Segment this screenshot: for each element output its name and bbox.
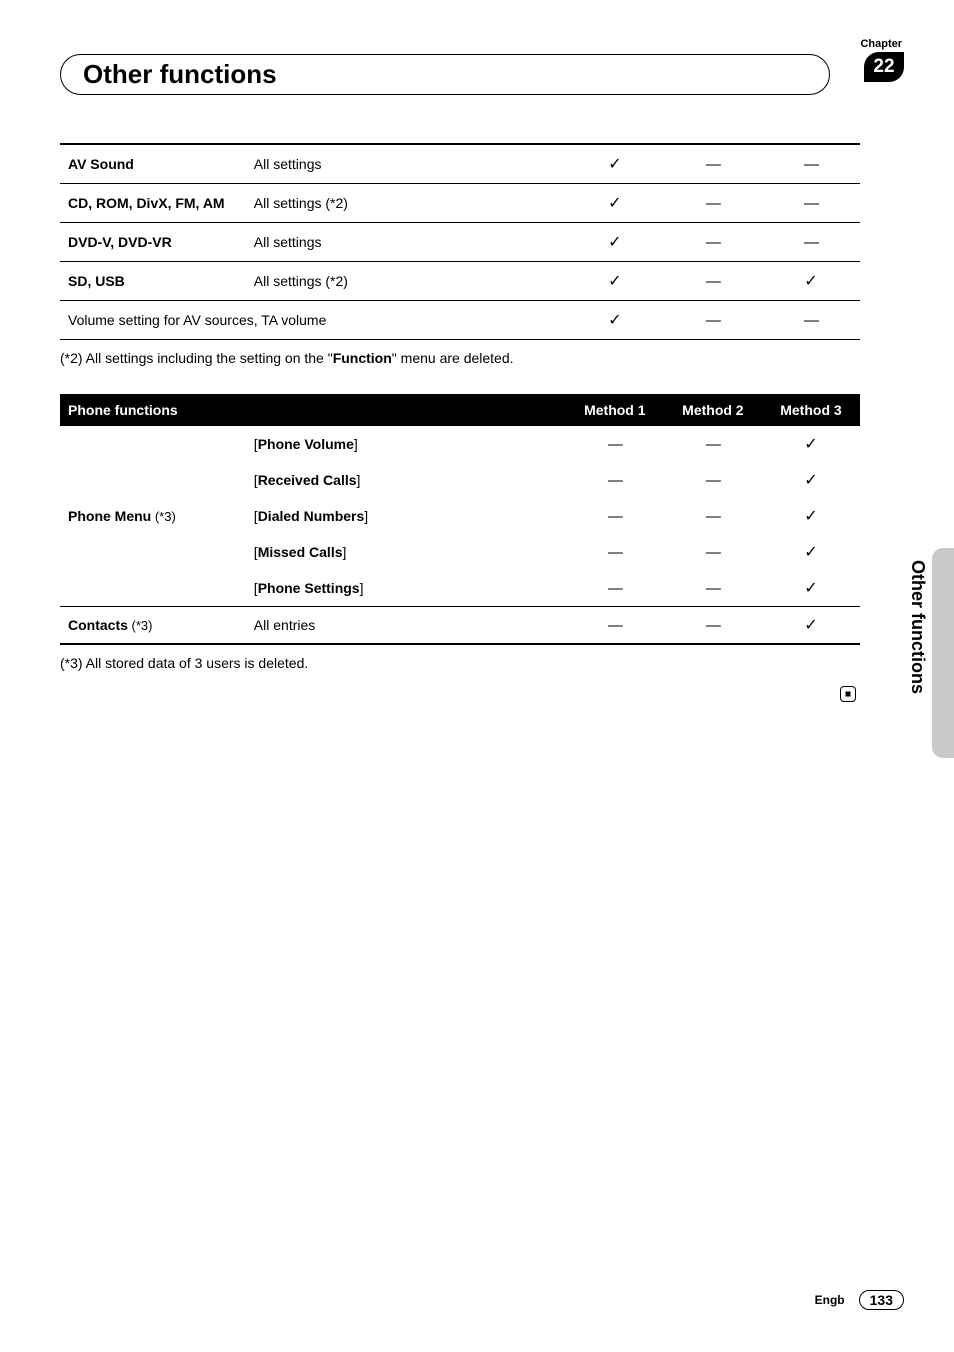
method-cell: — [664,262,762,301]
method-cell: ✓ [762,498,860,534]
end-marker-wrap [60,685,860,703]
phone-row-desc: [Dialed Numbers] [246,498,566,534]
method-cell: — [664,184,762,223]
method-cell: — [664,570,762,607]
row-label: CD, ROM, DivX, FM, AM [60,184,246,223]
table-row: CD, ROM, DivX, FM, AMAll settings (*2)✓—… [60,184,860,223]
th-phone-functions: Phone functions [60,394,246,426]
table-row: [Received Calls]——✓ [60,462,860,498]
th-blank [246,394,566,426]
side-tab-text: Other functions [907,560,928,694]
method-cell: ✓ [566,262,664,301]
method-cell: — [664,301,762,340]
table-row: Phone Menu (*3)[Dialed Numbers]——✓ [60,498,860,534]
method-cell: — [566,462,664,498]
phone-row-desc: [Phone Volume] [246,426,566,462]
footnote-2-post: " menu are deleted. [392,350,514,366]
table-row: AV SoundAll settings✓—— [60,144,860,184]
row-desc: All settings [246,223,566,262]
method-cell: ✓ [762,570,860,607]
table-row: [Phone Volume]——✓ [60,426,860,462]
method-cell: — [566,534,664,570]
empty-cell [60,534,246,570]
footnote-2-bold: Function [333,350,392,366]
end-section-icon [840,686,856,702]
phone-row-desc: [Phone Settings] [246,570,566,607]
footnote-3: (*3) All stored data of 3 users is delet… [60,655,860,671]
phone-row-desc: [Missed Calls] [246,534,566,570]
th-method-2: Method 2 [664,394,762,426]
th-method-1: Method 1 [566,394,664,426]
method-cell: — [566,426,664,462]
row-desc: All settings [246,144,566,184]
th-method-3: Method 3 [762,394,860,426]
method-cell: — [664,223,762,262]
method-cell: ✓ [566,184,664,223]
method-cell: ✓ [566,223,664,262]
table-row: [Missed Calls]——✓ [60,534,860,570]
method-cell: — [664,426,762,462]
method-cell: — [566,570,664,607]
footnote-2: (*2) All settings including the setting … [60,350,860,366]
method-cell: — [664,462,762,498]
row-desc: All settings (*2) [246,184,566,223]
phone-functions-table: Phone functions Method 1 Method 2 Method… [60,394,860,645]
settings-table-1: AV SoundAll settings✓——CD, ROM, DivX, FM… [60,143,860,340]
method-cell: ✓ [762,426,860,462]
method-cell: — [566,607,664,645]
method-cell: — [664,498,762,534]
row-label: AV Sound [60,144,246,184]
method-cell: ✓ [762,534,860,570]
table-row: DVD-V, DVD-VRAll settings✓—— [60,223,860,262]
contacts-desc: All entries [246,607,566,645]
footer-page-number: 133 [859,1290,904,1310]
row-label-span: Volume setting for AV sources, TA volume [60,301,566,340]
chapter-label: Chapter [860,38,902,50]
method-cell: — [762,223,860,262]
contacts-label: Contacts (*3) [60,607,246,645]
method-cell: ✓ [762,462,860,498]
method-cell: — [664,534,762,570]
method-cell: — [664,144,762,184]
section-title-container: Other functions [60,54,830,95]
empty-cell [60,570,246,607]
method-cell: — [762,184,860,223]
row-label: SD, USB [60,262,246,301]
phone-row-desc: [Received Calls] [246,462,566,498]
footnote-2-pre: (*2) All settings including the setting … [60,350,333,366]
chapter-number-badge: 22 [864,52,904,82]
method-cell: ✓ [762,607,860,645]
method-cell: — [664,607,762,645]
empty-cell [60,462,246,498]
empty-cell [60,426,246,462]
method-cell: — [762,301,860,340]
page-footer: Engb 133 [815,1290,904,1310]
row-label: DVD-V, DVD-VR [60,223,246,262]
row-desc: All settings (*2) [246,262,566,301]
table-row: SD, USBAll settings (*2)✓—✓ [60,262,860,301]
section-title: Other functions [83,59,277,89]
method-cell: — [566,498,664,534]
phone-menu-label: Phone Menu (*3) [60,498,246,534]
footer-language: Engb [815,1293,845,1307]
method-cell: ✓ [566,144,664,184]
method-cell: ✓ [762,262,860,301]
table-row: [Phone Settings]——✓ [60,570,860,607]
table-row: Contacts (*3)All entries——✓ [60,607,860,645]
method-cell: ✓ [566,301,664,340]
method-cell: — [762,144,860,184]
table-row: Volume setting for AV sources, TA volume… [60,301,860,340]
side-tab [932,548,954,758]
